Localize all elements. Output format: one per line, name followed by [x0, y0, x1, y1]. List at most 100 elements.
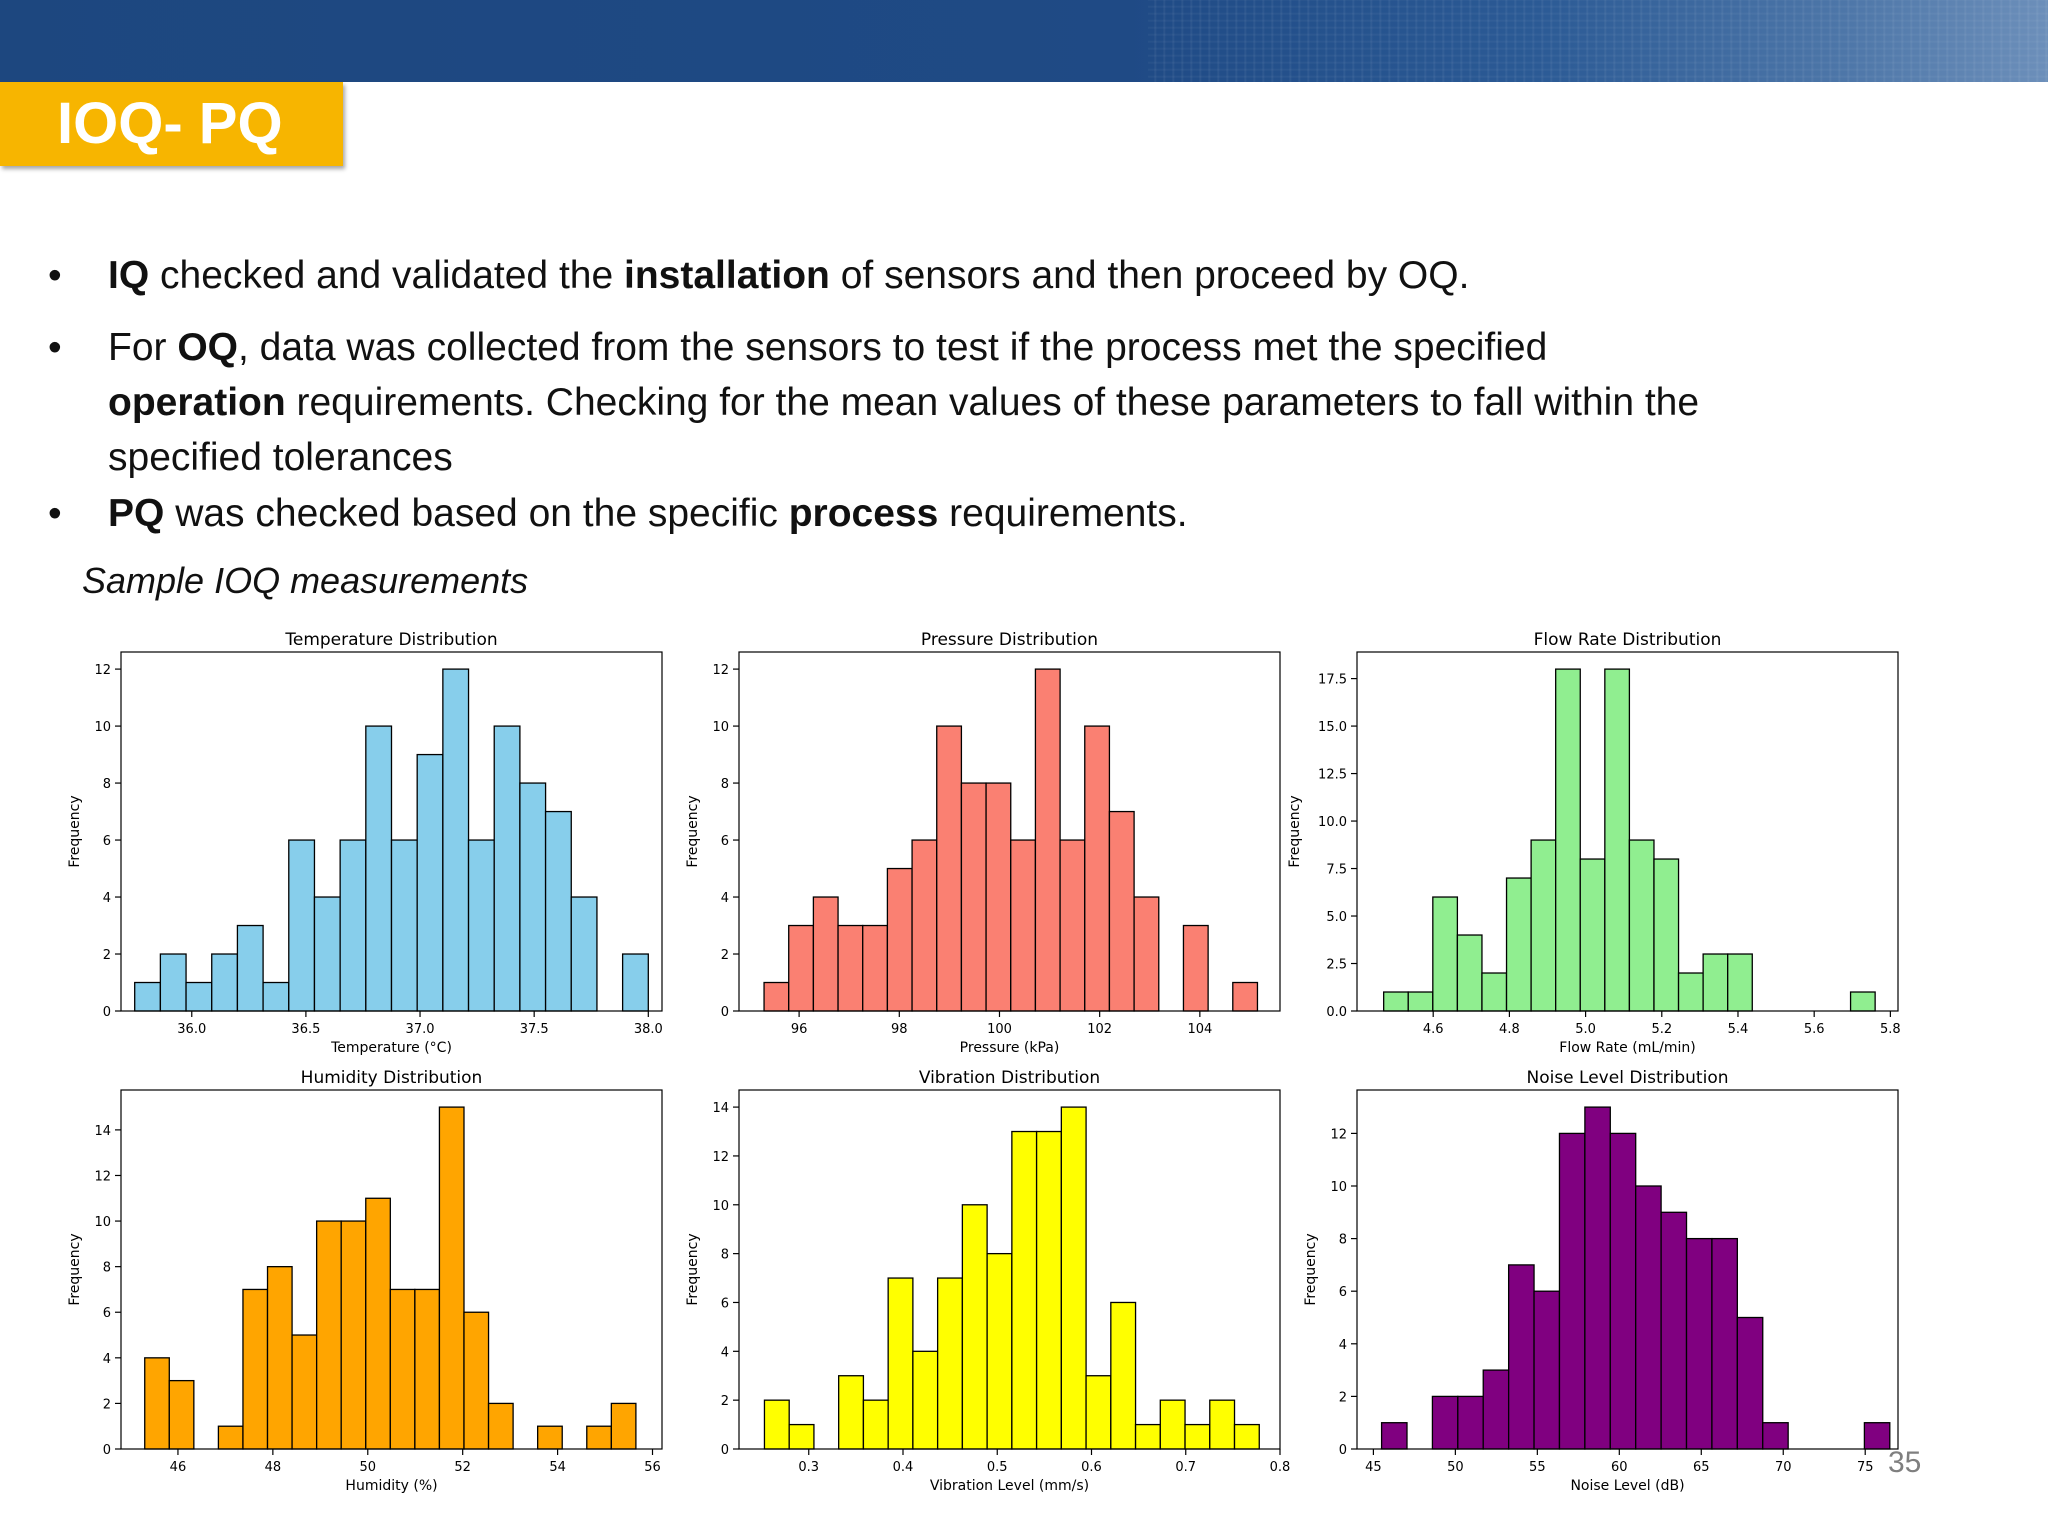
text-segment: requirements. Checking for the mean valu… [285, 381, 1700, 424]
histogram-bar [1533, 1290, 1561, 1450]
y-axis-label: Frequency [685, 795, 701, 867]
histogram-bar [211, 953, 239, 1012]
histogram-bar [414, 1288, 441, 1450]
y-tick-label: 12 [712, 663, 729, 678]
histogram-bar [1507, 1264, 1535, 1450]
histogram-bar [1159, 1399, 1186, 1450]
histogram-bar [262, 981, 290, 1012]
y-tick-label: 8 [721, 777, 729, 792]
x-tick-label: 38.0 [634, 1022, 663, 1037]
text-segment: checked and validated the [149, 254, 625, 297]
histogram-bar [1530, 839, 1557, 1012]
histogram-chart: 0.3 0.4 0.5 0.6 0.7 0.8 0 2 4 6 8 10 12 14 Vibration D… [685, 1068, 1290, 1494]
histogram-bar [493, 725, 521, 1012]
histogram-bar [985, 782, 1012, 1012]
x-tick-label: 0.7 [1175, 1460, 1196, 1475]
text-segment: For [108, 326, 178, 369]
histogram-bar [1653, 858, 1680, 1012]
histogram-bar [911, 839, 938, 1012]
histogram-bar [339, 839, 367, 1012]
y-tick-label: 4 [1339, 1338, 1347, 1353]
histogram-bar [1184, 1423, 1211, 1450]
histogram-bar [838, 1375, 865, 1450]
histogram-bar [1736, 1316, 1764, 1450]
x-tick-label: 104 [1187, 1022, 1212, 1037]
histogram-bar [788, 1423, 815, 1450]
histogram-bar [159, 953, 187, 1012]
histogram-bar [1727, 953, 1753, 1012]
histogram-bar [1685, 1237, 1713, 1450]
y-tick-label: 8 [103, 777, 111, 792]
x-axis-label: Temperature (°C) [330, 1040, 452, 1056]
histogram-bar [1108, 810, 1135, 1012]
y-tick-label: 10 [1330, 1180, 1347, 1195]
histogram-bar [812, 896, 839, 1012]
x-tick-label: 5.4 [1728, 1022, 1749, 1037]
y-tick-label: 12 [712, 1150, 729, 1165]
histogram-bar [1711, 1237, 1738, 1450]
histogram-bar [537, 1425, 563, 1450]
y-tick-label: 4 [721, 1345, 729, 1360]
y-axis-label: Frequency [685, 1233, 701, 1305]
y-tick-label: 10 [94, 1215, 111, 1230]
y-tick-label: 0 [1339, 1443, 1347, 1458]
y-axis-label: Frequency [1287, 795, 1303, 867]
histogram-bar [217, 1425, 244, 1450]
y-tick-label: 12 [94, 1169, 111, 1184]
histogram-bar [313, 896, 341, 1012]
chart-title: Vibration Distribution [919, 1068, 1100, 1088]
text-segment: was checked based on the specific [164, 492, 789, 535]
y-axis-label: Frequency [1303, 1233, 1319, 1305]
bullet-text: IQ checked and validated the installatio… [108, 248, 1469, 303]
histogram-bar [1584, 1106, 1611, 1450]
histogram-bar [168, 1379, 195, 1450]
histogram-bar [960, 782, 987, 1012]
x-tick-label: 4.6 [1423, 1022, 1444, 1037]
histogram-bar [1035, 1130, 1062, 1450]
x-tick-label: 36.0 [177, 1022, 206, 1037]
histogram-bar [763, 981, 790, 1012]
histogram-bar [134, 981, 162, 1012]
y-tick-label: 12 [1330, 1127, 1347, 1142]
histogram-bar [1609, 1132, 1637, 1450]
y-tick-label: 4 [721, 891, 729, 906]
histogram-bar [365, 725, 393, 1012]
histogram-bar [519, 782, 547, 1012]
x-axis-label: Noise Level (dB) [1570, 1478, 1684, 1494]
header-banner [0, 0, 2048, 82]
histogram-bar [1432, 896, 1459, 1012]
text-segment: specified tolerances [108, 436, 453, 479]
y-tick-label: 4 [103, 891, 111, 906]
y-tick-label: 2 [103, 948, 111, 963]
x-tick-label: 75 [1857, 1460, 1874, 1475]
histogram-bar [1660, 1211, 1688, 1450]
histogram-bar [1380, 1422, 1408, 1450]
banner-texture [1148, 0, 2048, 82]
plot-frame [1356, 1089, 1899, 1450]
page-number: 35 [1888, 1446, 1922, 1479]
histogram-bar [570, 896, 598, 1012]
slide-title: IOQ- PQ [57, 91, 283, 156]
x-tick-label: 37.5 [520, 1022, 549, 1037]
histogram-bar [1209, 1399, 1236, 1450]
histogram-bar [1110, 1301, 1137, 1450]
histogram-bar [1762, 1422, 1789, 1450]
histogram-bar [442, 668, 470, 1012]
histogram-bar [1555, 668, 1581, 1012]
x-tick-label: 4.8 [1499, 1022, 1520, 1037]
histogram-bar [487, 1402, 514, 1450]
chart-title: Pressure Distribution [921, 630, 1098, 650]
histogram-bar [1505, 877, 1532, 1012]
y-tick-label: 0 [103, 1005, 111, 1020]
histogram-bar [1579, 858, 1606, 1012]
histogram-bar [1456, 934, 1483, 1012]
x-tick-label: 45 [1365, 1460, 1382, 1475]
histogram-bar [912, 1350, 939, 1450]
histogram-bar [1863, 1422, 1891, 1450]
x-tick-label: 5.8 [1880, 1022, 1901, 1037]
histogram-bar [936, 1277, 964, 1450]
x-tick-label: 50 [1447, 1460, 1464, 1475]
y-tick-label: 8 [721, 1248, 729, 1263]
histogram-bar [936, 725, 963, 1012]
